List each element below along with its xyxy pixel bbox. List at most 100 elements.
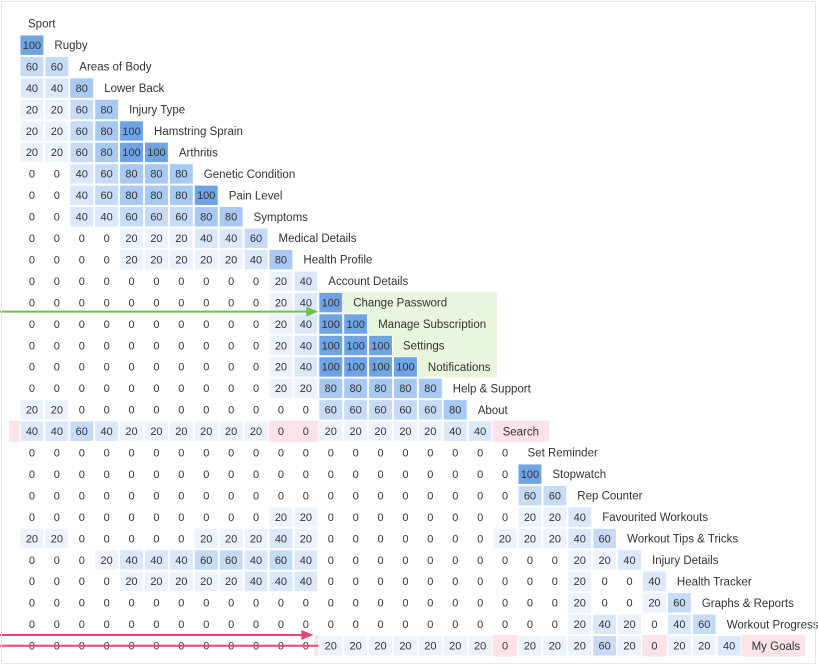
heatmap-cell: 0: [253, 619, 259, 631]
cell-value: 40: [574, 533, 586, 545]
cell-value: 80: [325, 383, 337, 395]
heatmap-cell: 0: [253, 340, 259, 352]
heatmap-cell: 0: [328, 469, 334, 481]
heatmap-cell: 0: [29, 190, 35, 202]
cell-value: 0: [104, 405, 110, 417]
heatmap-cell: 0: [477, 576, 483, 588]
heatmap-cell: 0: [502, 448, 508, 460]
cell-value: 0: [377, 448, 383, 460]
cell-value: 100: [322, 297, 340, 309]
cell-value: 0: [303, 598, 309, 610]
cell-value: 0: [527, 576, 533, 588]
heatmap-cell: 0: [402, 598, 408, 610]
heatmap-cell: 20: [293, 506, 319, 528]
heatmap-cell: 100: [318, 313, 344, 335]
cell-value: 40: [26, 83, 38, 95]
cell-value: 0: [153, 512, 159, 524]
heatmap-cell: 0: [402, 555, 408, 567]
cell-value: 0: [178, 362, 184, 374]
heatmap-cell: 0: [54, 362, 60, 374]
cell-value: 0: [228, 297, 234, 309]
cell-value: 20: [250, 533, 262, 545]
heatmap-cell: 20: [168, 420, 194, 442]
cell-value: 100: [23, 40, 41, 52]
heatmap-cell: 20: [442, 635, 468, 657]
cell-value: 20: [175, 426, 187, 438]
heatmap-cell: 60: [243, 227, 269, 249]
heatmap-cell: 0: [477, 448, 483, 460]
heatmap-cell: 20: [19, 120, 45, 142]
heatmap-cell: 0: [128, 276, 134, 288]
heatmap-cell: 0: [651, 619, 657, 631]
cell-value: 0: [203, 319, 209, 331]
heatmap-cell: 0: [178, 533, 184, 545]
heatmap-cell: 20: [168, 248, 194, 271]
cell-value: 0: [29, 448, 35, 460]
cell-value: 0: [128, 469, 134, 481]
cell-value: 0: [104, 533, 110, 545]
heatmap-cell: 0: [377, 490, 383, 502]
cell-value: 0: [303, 405, 309, 417]
cell-value: 0: [153, 297, 159, 309]
cell-value: 20: [549, 641, 561, 653]
cell-value: 0: [153, 383, 159, 395]
cell-value: 40: [51, 426, 63, 438]
cell-value: 0: [153, 598, 159, 610]
cell-value: 20: [125, 576, 137, 588]
cell-value: 0: [54, 512, 60, 524]
cell-value: 20: [275, 297, 287, 309]
cell-value: 40: [76, 212, 88, 224]
cell-value: 0: [402, 490, 408, 502]
cell-value: 0: [377, 555, 383, 567]
cell-value: 20: [599, 555, 611, 567]
cell-value: 80: [125, 190, 137, 202]
heatmap-cell: 0: [104, 276, 110, 288]
heatmap-cell: 80: [417, 377, 443, 400]
heatmap-cell: 0: [153, 319, 159, 331]
heatmap-cell: 0: [128, 469, 134, 481]
cell-value: 20: [325, 641, 337, 653]
cell-value: 0: [79, 555, 85, 567]
heatmap-cell: 80: [119, 163, 144, 185]
heatmap-cell: 0: [178, 469, 184, 481]
cell-value: 0: [377, 533, 383, 545]
heatmap-cell: 0: [29, 619, 35, 631]
heatmap-cell: 0: [104, 576, 110, 588]
heatmap-cell: 0: [377, 512, 383, 524]
heatmap-cell: 0: [79, 533, 85, 545]
row-label: Arthritis: [179, 147, 218, 159]
heatmap-cell: 100: [517, 463, 543, 485]
heatmap-cell: 20: [268, 270, 294, 292]
heatmap-cell: 100: [343, 356, 369, 378]
cell-value: 0: [626, 576, 632, 588]
heatmap-cell: 20: [517, 506, 543, 528]
cell-value: 0: [29, 598, 35, 610]
heatmap-cell: 0: [502, 512, 508, 524]
cell-value: 0: [54, 448, 60, 460]
heatmap-cell: 0: [452, 598, 458, 610]
cell-value: 60: [325, 405, 337, 417]
cell-value: 100: [371, 362, 389, 374]
cell-value: 0: [153, 619, 159, 631]
row-label: Account Details: [328, 276, 408, 288]
cell-value: 0: [402, 598, 408, 610]
cell-value: 0: [104, 598, 110, 610]
heatmap-cell: 100: [119, 141, 144, 164]
heatmap-cell: 0: [502, 576, 508, 588]
row-label: My Goals: [752, 641, 801, 653]
heatmap-cell: 0: [79, 405, 85, 417]
heatmap-cell: 0: [303, 619, 309, 631]
heatmap-cell: 0: [402, 576, 408, 588]
heatmap-cell: 20: [567, 635, 593, 657]
heatmap-cell: 40: [94, 420, 120, 442]
cell-value: 0: [79, 362, 85, 374]
cell-value: 60: [101, 169, 113, 181]
cell-value: 0: [452, 619, 458, 631]
heatmap-cell: 0: [203, 297, 209, 309]
annotation-arrows: [0, 306, 319, 647]
row-label: Medical Details: [279, 233, 357, 245]
heatmap-cell: 0: [303, 405, 309, 417]
cell-value: 40: [300, 297, 312, 309]
heatmap-cell: 80: [368, 377, 394, 400]
heatmap-cell: 0: [54, 169, 60, 181]
